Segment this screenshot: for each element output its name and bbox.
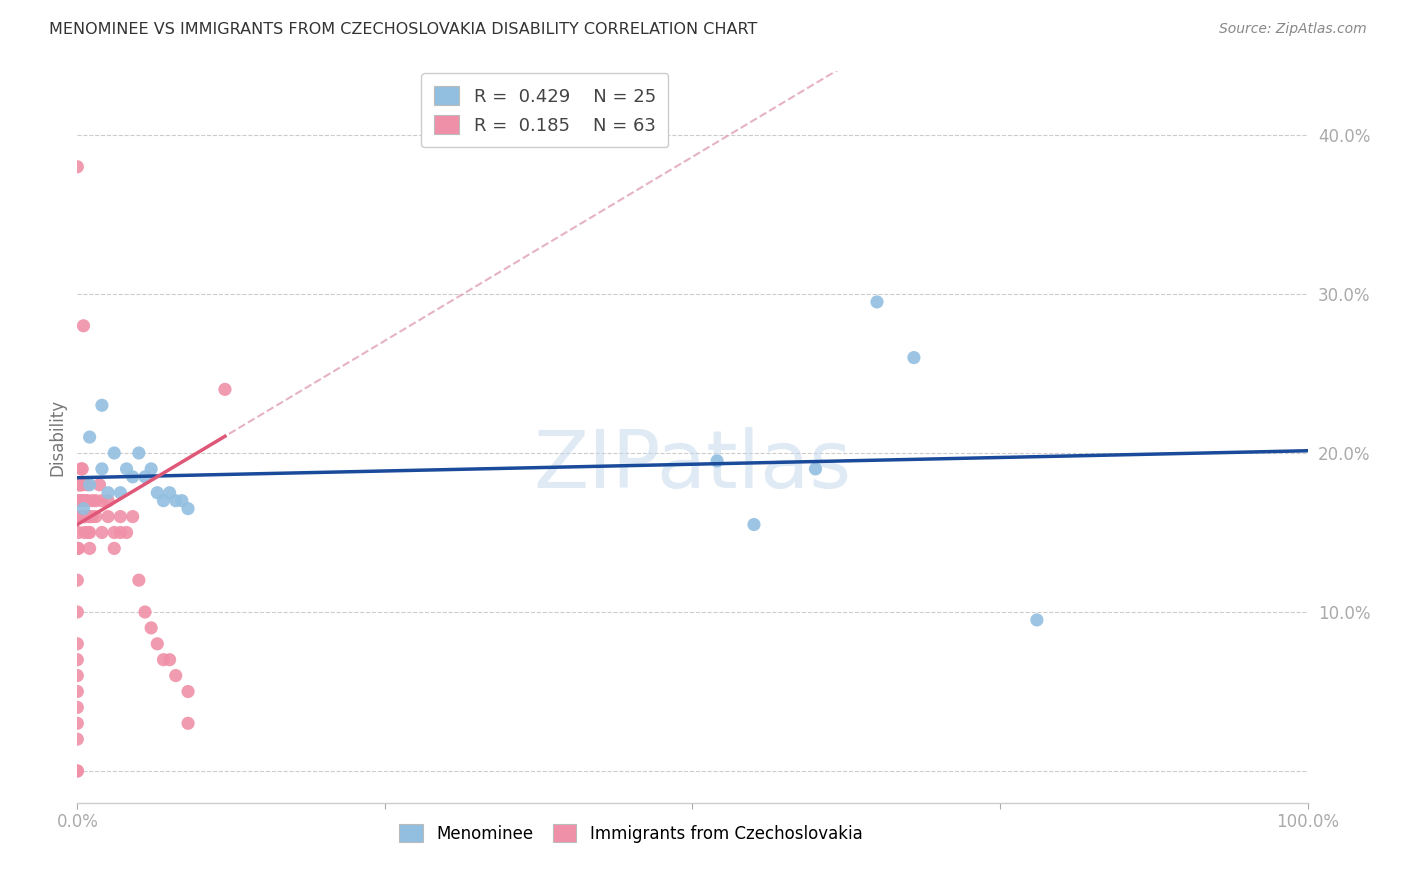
Point	[66, 653, 89, 667]
Point	[1026, 613, 1049, 627]
Point	[75, 509, 97, 524]
Point	[165, 668, 187, 682]
Point	[67, 541, 90, 556]
Point	[66, 716, 89, 731]
Point	[66, 764, 89, 778]
Point	[72, 509, 94, 524]
Point	[110, 525, 132, 540]
Point	[73, 509, 96, 524]
Point	[69, 493, 91, 508]
Point	[79, 509, 101, 524]
Point	[70, 462, 93, 476]
Point	[103, 446, 125, 460]
Point	[70, 477, 93, 491]
Point	[141, 462, 163, 476]
Point	[742, 517, 765, 532]
Point	[72, 501, 94, 516]
Point	[70, 477, 93, 491]
Point	[97, 485, 120, 500]
Point	[66, 684, 89, 698]
Point	[72, 493, 94, 508]
Point	[115, 525, 138, 540]
Point	[66, 637, 89, 651]
Point	[110, 509, 132, 524]
Point	[73, 525, 96, 540]
Point	[66, 764, 89, 778]
Point	[70, 493, 93, 508]
Point	[152, 493, 174, 508]
Point	[89, 477, 111, 491]
Point	[79, 477, 101, 491]
Point	[76, 493, 98, 508]
Point	[134, 605, 156, 619]
Point	[66, 605, 89, 619]
Point	[103, 541, 125, 556]
Point	[152, 653, 174, 667]
Point	[84, 509, 107, 524]
Point	[804, 462, 827, 476]
Legend: Menominee, Immigrants from Czechoslovakia: Menominee, Immigrants from Czechoslovaki…	[392, 817, 869, 849]
Point	[67, 477, 90, 491]
Point	[79, 525, 101, 540]
Point	[903, 351, 925, 365]
Point	[84, 493, 107, 508]
Point	[866, 294, 889, 309]
Point	[115, 462, 138, 476]
Point	[67, 509, 90, 524]
Text: ZIPatlas: ZIPatlas	[533, 427, 852, 506]
Point	[67, 493, 90, 508]
Point	[90, 525, 114, 540]
Point	[82, 509, 104, 524]
Point	[69, 509, 91, 524]
Point	[121, 470, 143, 484]
Point	[69, 477, 91, 491]
Point	[90, 462, 114, 476]
Text: Source: ZipAtlas.com: Source: ZipAtlas.com	[1219, 22, 1367, 37]
Point	[134, 470, 156, 484]
Point	[159, 485, 181, 500]
Point	[97, 493, 120, 508]
Point	[214, 383, 236, 397]
Point	[66, 732, 89, 747]
Point	[121, 509, 143, 524]
Point	[79, 430, 101, 444]
Point	[70, 462, 93, 476]
Point	[177, 684, 200, 698]
Point	[90, 398, 114, 412]
Point	[66, 573, 89, 587]
Point	[72, 318, 94, 333]
Point	[141, 621, 163, 635]
Point	[128, 446, 150, 460]
Point	[706, 454, 728, 468]
Point	[103, 525, 125, 540]
Point	[146, 637, 169, 651]
Point	[77, 525, 100, 540]
Y-axis label: Disability: Disability	[48, 399, 66, 475]
Point	[177, 716, 200, 731]
Point	[75, 493, 97, 508]
Point	[159, 653, 181, 667]
Point	[82, 493, 104, 508]
Point	[79, 541, 101, 556]
Point	[165, 493, 187, 508]
Point	[128, 573, 150, 587]
Point	[66, 160, 89, 174]
Point	[146, 485, 169, 500]
Point	[67, 525, 90, 540]
Point	[170, 493, 193, 508]
Point	[66, 541, 89, 556]
Point	[77, 509, 100, 524]
Point	[76, 477, 98, 491]
Point	[66, 668, 89, 682]
Point	[90, 493, 114, 508]
Point	[177, 501, 200, 516]
Point	[110, 485, 132, 500]
Text: MENOMINEE VS IMMIGRANTS FROM CZECHOSLOVAKIA DISABILITY CORRELATION CHART: MENOMINEE VS IMMIGRANTS FROM CZECHOSLOVA…	[49, 22, 758, 37]
Point	[97, 509, 120, 524]
Point	[66, 700, 89, 714]
